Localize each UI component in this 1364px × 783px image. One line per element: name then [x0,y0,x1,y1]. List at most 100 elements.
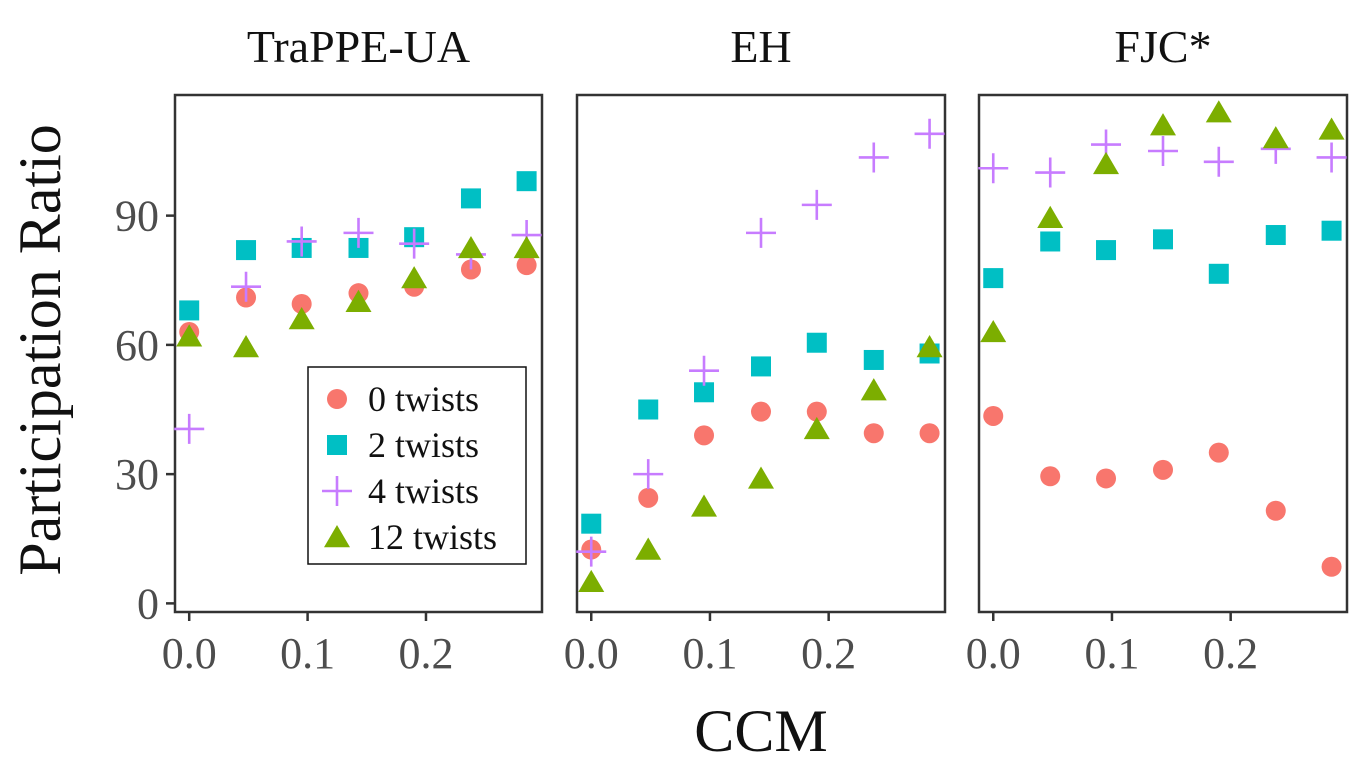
data-point [516,255,537,276]
data-point [1096,468,1117,489]
legend-key-12-twists [324,525,350,548]
series-12-twists [578,335,943,593]
panel-frame [977,93,1349,614]
data-point [1040,466,1061,487]
panel-title: FJC* [1114,21,1211,72]
data-point [1208,442,1229,463]
legend-label: 4 twists [368,471,479,511]
data-point [751,356,771,377]
data-point [343,217,374,248]
data-point [806,401,827,422]
panel-trappe-ua: TraPPE-UA 0.0 0.1 0.2 0 30 60 90 [115,21,544,678]
legend-key-4-twists [322,476,352,506]
data-point [236,240,257,261]
data-point [803,416,830,440]
data-point [176,324,203,347]
data-point [919,423,940,444]
data-point [746,217,776,248]
panel-frame [575,93,947,614]
series-2-twists [581,332,940,534]
data-point [233,335,260,358]
data-point [288,307,315,330]
data-point [348,237,369,258]
data-point [174,413,205,444]
data-point [1316,142,1347,173]
data-point [399,228,430,259]
data-point [1093,151,1120,175]
data-point [806,332,827,353]
panel-eh: EH 0.0 0.1 0.2 [564,21,947,678]
legend: 0 twists 2 twists 4 twists 12 twists [307,366,527,565]
x-tick-label: 0.2 [398,629,453,678]
data-point [751,401,771,422]
data-point [291,293,312,314]
data-point [638,399,659,420]
data-point [576,536,607,567]
data-point [1321,556,1342,577]
data-point [1148,136,1178,167]
panel-fjc: FJC* 0.0 0.1 0.2 [966,21,1349,678]
x-tick-label: 0.1 [280,629,335,678]
data-point [1037,205,1064,228]
y-tick-label: 30 [115,450,159,499]
data-point [578,569,605,593]
data-point [860,378,887,401]
x-tick-label: 0.2 [1203,629,1258,678]
x-tick-label: 0.1 [682,629,737,678]
data-point [1265,225,1286,246]
series-4-twists [174,217,542,444]
data-point [1150,113,1176,136]
data-point [1321,220,1342,241]
data-point [1208,263,1229,284]
data-point [916,335,943,358]
series-4-twists [978,129,1347,188]
legend-label: 0 twists [368,379,479,419]
data-point [1153,229,1173,250]
data-point [694,425,715,446]
data-point [863,349,884,370]
x-axis-title: CCM [694,698,827,764]
data-point [401,266,428,289]
data-point [457,235,484,259]
legend-label: 12 twists [368,517,497,557]
data-point [633,459,664,490]
data-point [286,226,317,257]
data-point [748,466,774,489]
data-point [581,513,602,534]
y-tick-label: 90 [115,192,159,241]
series-0-twists [581,401,940,560]
data-point [1153,459,1173,480]
series-2-twists [179,171,537,321]
data-point [1205,100,1232,123]
legend-key-2-twists [327,435,347,455]
x-tick-label: 0.0 [162,629,217,678]
data-point [691,494,718,517]
data-point [638,487,659,508]
data-point [689,355,720,386]
data-point [983,268,1004,289]
data-point [345,289,372,312]
data-point [1035,157,1066,188]
data-point [1203,146,1234,177]
data-point [1318,117,1345,140]
x-tick-label: 0.0 [564,629,619,678]
y-tick-label: 0 [137,579,159,628]
data-point [801,189,832,220]
data-point [914,118,945,149]
legend-label: 2 twists [368,425,479,465]
data-point [1265,500,1286,521]
data-point [863,423,884,444]
data-point [460,259,481,280]
data-point [460,188,481,209]
series-2-twists [983,220,1342,289]
data-point [980,319,1007,343]
legend-key-0-twists [327,389,347,409]
y-axis-title: Participation Ratio [7,124,73,576]
data-point [1262,126,1289,149]
data-point [983,405,1004,426]
x-tick-label: 0.1 [1084,629,1139,678]
panel-title: EH [730,21,791,72]
data-point [858,142,889,173]
